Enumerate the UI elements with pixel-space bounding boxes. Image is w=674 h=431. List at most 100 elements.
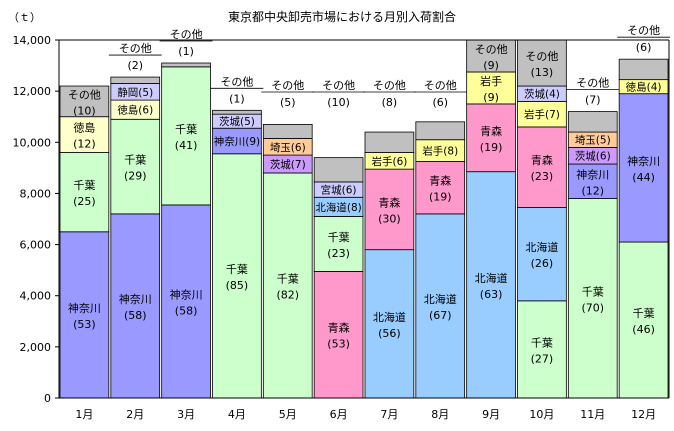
segment-percent: (10)	[73, 104, 96, 117]
bar-segment	[364, 249, 415, 399]
x-tick-label: 8月	[431, 408, 449, 421]
bar-segment	[517, 126, 567, 208]
segment-percent: (23)	[531, 170, 554, 183]
bar-segment	[618, 241, 669, 399]
segment-label: 神奈川	[170, 287, 203, 301]
bar-segment	[161, 66, 211, 206]
bar-segment	[415, 161, 466, 215]
segment-label: 宮城(6)	[321, 184, 357, 197]
segment-label: 北海道	[424, 292, 457, 306]
segment-percent: (53)	[327, 338, 350, 351]
y-tick-label: 2,000	[20, 341, 52, 354]
segment-label: 徳島	[73, 121, 95, 135]
segment-label: 千葉	[73, 178, 95, 192]
segment-label: 徳島(4)	[626, 81, 662, 94]
segment-label: 神奈川	[119, 292, 152, 306]
callout-label: その他	[424, 79, 457, 92]
callouts-group: その他 (2) その他 (1) その他 (1) その他 (5) その他 (10) その他 (8) その他…	[108, 24, 670, 109]
segment-percent: (82)	[276, 288, 299, 301]
segment-percent: (12)	[73, 138, 96, 151]
segment-label: 青森	[429, 174, 451, 188]
bar-segment	[110, 76, 161, 84]
x-tick-label: 3月	[177, 408, 195, 421]
segment-percent: (70)	[581, 301, 604, 314]
bar-segment	[466, 39, 516, 73]
segment-percent: (56)	[378, 327, 401, 340]
x-tick-label: 11月	[580, 408, 605, 421]
bar-segment	[415, 213, 466, 399]
bar-segment	[313, 216, 364, 272]
callout-percent: (8)	[382, 96, 398, 109]
bars-group: 神奈川 (53) 千葉 (25) 徳島 (12) その他 (10) 神奈川 (58) 千葉 (29) 徳…	[59, 39, 669, 399]
bar-segment	[59, 152, 110, 233]
bar-segment	[59, 85, 110, 118]
segment-label: 千葉	[226, 262, 248, 276]
y-axis-unit-label: （ｔ）	[8, 11, 41, 24]
bar-segment	[59, 116, 110, 153]
segment-label: 千葉	[531, 335, 553, 349]
bar-segment	[313, 271, 364, 399]
x-tick-label: 5月	[279, 408, 297, 421]
segment-percent: (63)	[480, 288, 503, 301]
segment-label: 北海道	[475, 271, 508, 285]
callout-label: その他	[322, 79, 355, 92]
bar-segment	[262, 123, 313, 139]
callout-label: その他	[220, 75, 253, 88]
segment-label: 岩手(7)	[524, 108, 560, 121]
x-tick-label: 10月	[529, 408, 554, 421]
y-tick-label: 12,000	[13, 85, 52, 98]
bar-segment	[59, 231, 110, 399]
bar-segment	[212, 127, 262, 155]
segment-label: 埼玉(6)	[270, 141, 306, 154]
callout-label: その他	[119, 42, 152, 55]
bar-segment	[618, 58, 669, 81]
x-tick-label: 2月	[126, 408, 144, 421]
segment-label: 岩手(8)	[422, 145, 458, 158]
segment-label: 神奈川(9)	[214, 135, 260, 148]
segment-label: 茨城(7)	[270, 158, 306, 171]
segment-percent: (23)	[327, 247, 350, 260]
bar-segment	[161, 62, 211, 68]
bar-segment	[517, 100, 567, 128]
callout-label: その他	[576, 77, 609, 90]
segment-label: 徳島(6)	[117, 104, 153, 117]
segment-label: 神奈川	[576, 167, 609, 181]
segment-label: その他	[68, 88, 101, 101]
segment-percent: (29)	[124, 170, 147, 183]
callout-label: その他	[170, 28, 203, 41]
bar-segment	[466, 103, 516, 173]
segment-label: 青森	[378, 195, 400, 209]
segment-label: その他	[475, 43, 508, 56]
segment-label: 北海道(8)	[315, 201, 361, 214]
x-tick-label: 12月	[631, 408, 656, 421]
segment-percent: (44)	[632, 171, 655, 184]
y-tick-label: 8,000	[20, 187, 52, 200]
segment-percent: (19)	[480, 141, 503, 154]
segment-label: 千葉	[328, 230, 350, 244]
segment-label: 岩手	[480, 74, 502, 88]
segment-label: 茨城(4)	[524, 88, 560, 101]
segment-label: 北海道	[373, 310, 406, 324]
bar-segment	[517, 300, 567, 399]
callout-label: その他	[627, 24, 660, 37]
callout-percent: (6)	[636, 41, 652, 54]
bar-segment	[161, 204, 211, 399]
bar-segment	[567, 198, 618, 399]
segment-label: その他	[525, 50, 558, 63]
bar-segment	[567, 163, 618, 199]
chart-title: 東京都中央卸売市場における月別入荷割合	[228, 9, 456, 24]
segment-percent: (12)	[581, 184, 604, 197]
callout-label: その他	[271, 79, 304, 92]
bar-segment	[212, 109, 262, 115]
segment-percent: (46)	[632, 323, 655, 336]
x-tick-label: 7月	[380, 408, 398, 421]
callout-percent: (1)	[178, 45, 194, 58]
segment-percent: (19)	[429, 191, 452, 204]
x-tick-label: 4月	[228, 408, 246, 421]
segment-percent: (53)	[73, 318, 96, 331]
segment-percent: (26)	[531, 257, 554, 270]
segment-percent: (13)	[531, 66, 554, 79]
bar-segment	[415, 121, 466, 141]
callout-label: その他	[373, 79, 406, 92]
